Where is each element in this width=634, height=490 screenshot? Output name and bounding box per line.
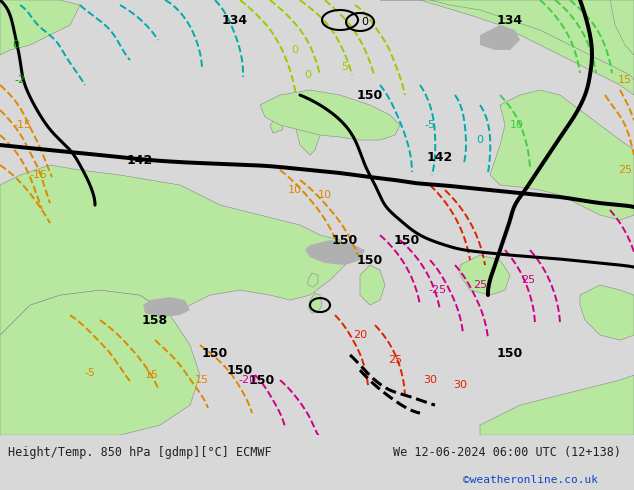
Text: 0: 0 xyxy=(477,135,484,145)
Text: 0: 0 xyxy=(292,45,299,55)
Text: 10: 10 xyxy=(510,120,524,130)
Text: -5: -5 xyxy=(84,368,96,378)
Text: 150: 150 xyxy=(249,373,275,387)
Text: -15: -15 xyxy=(29,170,47,180)
Polygon shape xyxy=(490,90,634,220)
Text: -20: -20 xyxy=(239,375,257,385)
Text: 158: 158 xyxy=(142,314,168,327)
Text: We 12-06-2024 06:00 UTC (12+138): We 12-06-2024 06:00 UTC (12+138) xyxy=(393,446,621,459)
Text: 150: 150 xyxy=(332,234,358,246)
Polygon shape xyxy=(308,293,322,313)
Polygon shape xyxy=(580,285,634,340)
Polygon shape xyxy=(480,375,634,435)
Text: ©weatheronline.co.uk: ©weatheronline.co.uk xyxy=(463,475,598,485)
Text: 150: 150 xyxy=(497,346,523,360)
Polygon shape xyxy=(308,273,318,287)
Text: -15: -15 xyxy=(13,120,31,130)
Text: 142: 142 xyxy=(427,150,453,164)
Text: 15: 15 xyxy=(145,370,159,380)
Polygon shape xyxy=(480,25,520,50)
Text: 142: 142 xyxy=(127,153,153,167)
Text: 20: 20 xyxy=(353,330,367,340)
Text: 30: 30 xyxy=(423,375,437,385)
Polygon shape xyxy=(143,297,190,317)
Text: 150: 150 xyxy=(394,234,420,246)
Text: 10: 10 xyxy=(288,185,302,195)
Text: 5: 5 xyxy=(342,62,349,72)
Text: 0: 0 xyxy=(13,40,20,50)
Polygon shape xyxy=(610,0,634,55)
Polygon shape xyxy=(0,0,80,55)
Text: 150: 150 xyxy=(357,253,383,267)
Text: 25: 25 xyxy=(618,165,632,175)
Text: -2: -2 xyxy=(15,75,25,85)
Text: 0: 0 xyxy=(304,70,311,80)
Polygon shape xyxy=(380,0,634,95)
Text: Height/Temp. 850 hPa [gdmp][°C] ECMWF: Height/Temp. 850 hPa [gdmp][°C] ECMWF xyxy=(8,446,271,459)
Text: 150: 150 xyxy=(227,364,253,377)
Text: -25: -25 xyxy=(429,285,447,295)
Text: 0: 0 xyxy=(361,17,368,27)
Polygon shape xyxy=(460,255,510,295)
Polygon shape xyxy=(0,290,200,435)
Text: -5: -5 xyxy=(425,120,436,130)
Text: 134: 134 xyxy=(222,14,248,26)
Polygon shape xyxy=(260,90,400,140)
Polygon shape xyxy=(295,100,330,155)
Polygon shape xyxy=(0,165,350,335)
Text: 15: 15 xyxy=(195,375,209,385)
Text: 150: 150 xyxy=(202,346,228,360)
Polygon shape xyxy=(305,240,365,265)
Polygon shape xyxy=(270,115,285,133)
Polygon shape xyxy=(430,0,634,80)
Text: 150: 150 xyxy=(357,89,383,101)
Text: 15: 15 xyxy=(618,75,632,85)
Text: 25: 25 xyxy=(473,280,487,290)
Text: 134: 134 xyxy=(497,14,523,26)
Text: 10: 10 xyxy=(318,190,332,200)
Text: 25: 25 xyxy=(388,355,402,365)
Polygon shape xyxy=(360,265,385,305)
Text: 25: 25 xyxy=(521,275,535,285)
Text: 30: 30 xyxy=(453,380,467,390)
